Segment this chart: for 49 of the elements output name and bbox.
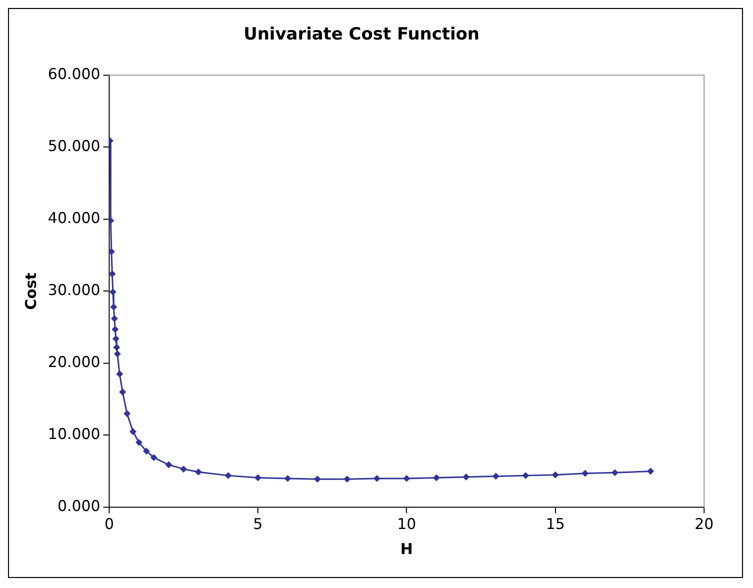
point: [180, 466, 188, 473]
y-axis-title: Cost: [22, 272, 40, 310]
point: [403, 474, 410, 482]
x-tick-label: 5: [253, 515, 263, 534]
point: [344, 476, 351, 483]
point: [124, 410, 131, 418]
point: [522, 472, 530, 480]
point: [130, 428, 136, 436]
y-tick-label: 50.000: [48, 137, 100, 156]
point: [647, 468, 654, 475]
x-tick-label: 20: [694, 515, 714, 534]
point: [110, 304, 118, 311]
point: [109, 288, 116, 296]
y-tick-label: 60.000: [48, 65, 100, 84]
point: [492, 472, 500, 480]
point: [432, 474, 440, 482]
x-axis-title: H: [400, 540, 413, 558]
y-tick-label: 0.000: [57, 497, 100, 516]
chart-title: Univariate Cost Function: [244, 24, 480, 44]
point: [314, 476, 321, 483]
point: [611, 469, 618, 476]
point: [110, 315, 118, 322]
point: [113, 344, 120, 351]
point: [116, 370, 124, 378]
point: [142, 448, 150, 455]
point: [284, 474, 292, 482]
point: [109, 248, 115, 256]
y-tick-label: 40.000: [48, 209, 100, 228]
y-tick-label: 30.000: [48, 281, 100, 300]
x-tick-label: 15: [546, 515, 565, 534]
point: [462, 474, 470, 480]
point: [254, 474, 262, 482]
point: [552, 471, 559, 478]
y-tick-label: 20.000: [48, 353, 100, 372]
y-tick-label: 10.000: [48, 425, 100, 444]
point: [135, 438, 142, 446]
point: [114, 350, 121, 358]
x-tick-label: 0: [104, 515, 114, 534]
point: [112, 326, 119, 333]
point: [165, 461, 172, 468]
point: [109, 270, 116, 278]
point: [224, 472, 232, 480]
point: [194, 468, 202, 476]
x-tick-label: 10: [397, 515, 416, 534]
point: [150, 454, 158, 462]
point: [112, 335, 120, 342]
point: [582, 470, 589, 477]
point: [119, 388, 126, 396]
point: [373, 474, 380, 482]
